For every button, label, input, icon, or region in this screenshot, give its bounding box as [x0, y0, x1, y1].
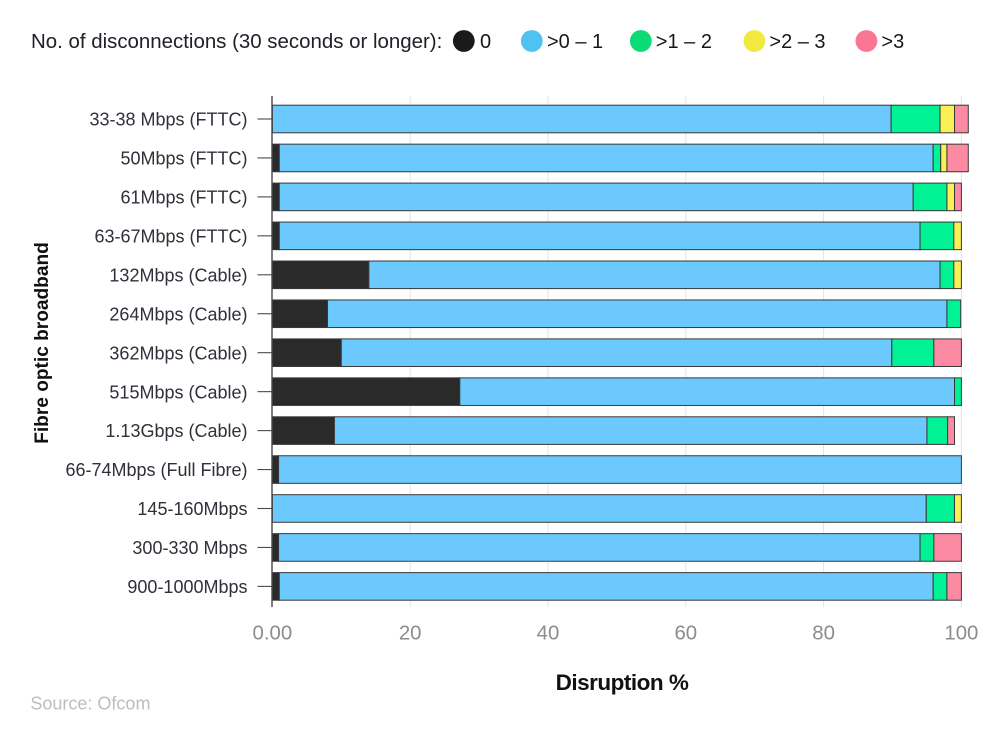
- svg-text:100: 100: [944, 622, 978, 644]
- svg-text:264Mbps (Cable): 264Mbps (Cable): [109, 304, 247, 324]
- svg-text:>1 – 2: >1 – 2: [656, 31, 712, 53]
- svg-text:>3: >3: [881, 31, 904, 53]
- svg-text:40: 40: [537, 622, 560, 644]
- svg-text:63-67Mbps (FTTC): 63-67Mbps (FTTC): [94, 226, 247, 246]
- svg-text:Disruption %: Disruption %: [556, 670, 689, 695]
- svg-text:1.13Gbps (Cable): 1.13Gbps (Cable): [105, 421, 247, 441]
- svg-text:Fibre optic broadband: Fibre optic broadband: [32, 242, 53, 444]
- svg-text:300-330 Mbps: 300-330 Mbps: [132, 538, 247, 558]
- svg-text:20: 20: [399, 622, 422, 644]
- svg-text:50Mbps (FTTC): 50Mbps (FTTC): [120, 149, 247, 169]
- svg-text:900-1000Mbps: 900-1000Mbps: [127, 577, 247, 597]
- svg-text:33-38 Mbps (FTTC): 33-38 Mbps (FTTC): [89, 110, 247, 130]
- svg-text:Source: Ofcom: Source: Ofcom: [30, 694, 150, 714]
- svg-text:80: 80: [812, 622, 835, 644]
- svg-text:0.00: 0.00: [253, 622, 293, 644]
- svg-text:515Mbps (Cable): 515Mbps (Cable): [109, 382, 247, 402]
- svg-text:132Mbps (Cable): 132Mbps (Cable): [109, 265, 247, 285]
- svg-text:60: 60: [674, 622, 697, 644]
- svg-text:>2 – 3: >2 – 3: [769, 31, 825, 53]
- svg-text:145-160Mbps: 145-160Mbps: [137, 499, 247, 519]
- svg-text:0: 0: [480, 31, 491, 53]
- svg-text:No. of disconnections (30 seco: No. of disconnections (30 seconds or lon…: [31, 30, 442, 53]
- svg-text:>0 – 1: >0 – 1: [547, 31, 603, 53]
- svg-text:66-74Mbps (Full Fibre): 66-74Mbps (Full Fibre): [65, 460, 247, 480]
- svg-text:61Mbps (FTTC): 61Mbps (FTTC): [120, 188, 247, 208]
- svg-text:362Mbps (Cable): 362Mbps (Cable): [109, 343, 247, 363]
